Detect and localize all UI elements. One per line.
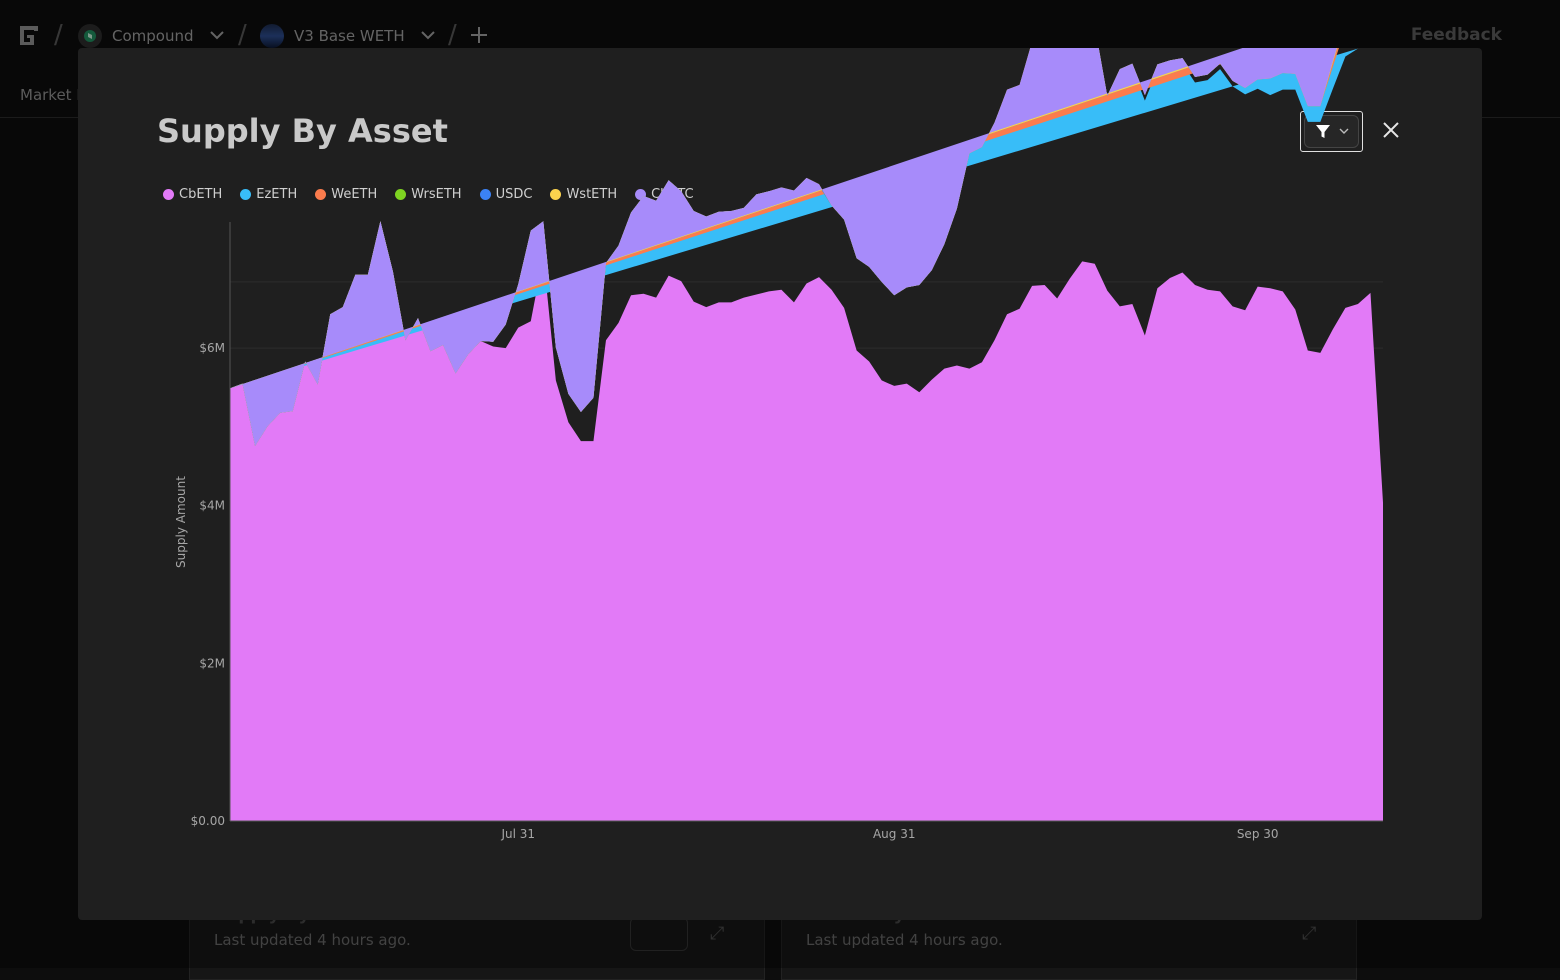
expand-icon[interactable]: ⤢ [1302,923,1317,944]
base-weth-icon [260,24,284,48]
legend-item[interactable]: EzETH [240,187,297,202]
legend-label: WeETH [331,187,378,202]
legend-swatch [635,189,647,200]
legend-item[interactable]: WrsETH [395,187,462,202]
legend-label: CbETH [179,187,223,202]
chart-legend: CbETHEzETHWeETHWrsETHUSDCWstETHCbBTC [163,187,712,202]
x-tick-label: Jul 31 [500,827,535,841]
legend-swatch [395,189,407,200]
filter-icon [1315,124,1330,138]
legend-item[interactable]: CbETH [163,187,222,202]
legend-swatch [315,189,327,200]
card-subtitle: Last updated 4 hours ago. [214,931,411,949]
x-tick-label: Sep 30 [1237,827,1279,841]
subnav-tab[interactable]: Market H [20,86,88,104]
chevron-down-icon [420,29,435,43]
breadcrumb-market[interactable]: V3 Base WETH [260,22,435,50]
expand-icon[interactable]: ⤢ [710,923,725,944]
legend-swatch [240,189,252,200]
chevron-down-icon [209,29,224,43]
app-logo-icon[interactable] [18,24,40,48]
y-tick-label: $4M [199,499,225,513]
legend-label: WrsETH [411,187,462,202]
modal-title: Supply By Asset [157,112,448,150]
chevron-down-icon [1339,128,1348,134]
chart-modal: Supply By Asset CbETH EzETH WeETH WrsETH USD… [78,48,1482,920]
breadcrumb-protocol[interactable]: Compound [78,22,224,50]
breadcrumb-market-label: V3 Base WETH [294,27,405,45]
card-subtitle: Last updated 4 hours ago. [806,931,1003,949]
legend-swatch [479,189,491,200]
legend-swatch [550,189,562,200]
y-axis-label: Supply Amount [174,476,188,568]
top-navigation-bar: / Compound / V3 Base WETH / Feedback [0,0,1560,70]
add-icon[interactable] [470,22,488,50]
legend-item[interactable]: USDC [479,187,533,202]
supply-area-chart: $0.00 $2M $4M $6M Jul 31 Aug 31 Sep 30 Supply A… [174,48,1383,841]
y-tick-label: $2M [199,656,225,670]
close-icon[interactable] [1379,118,1403,142]
legend-swatch [163,189,174,200]
legend-label: EzETH [256,187,298,202]
legend-label: WstETH [566,187,618,202]
feedback-button[interactable]: Feedback [1410,25,1502,45]
legend-label: USDC [495,187,533,202]
compound-logo-icon [78,24,102,48]
breadcrumb-protocol-label: Compound [112,27,194,45]
legend-item[interactable]: WstETH [550,187,617,202]
area-series-cbeth[interactable] [230,221,1383,821]
y-tick-label: $0.00 [191,814,225,828]
x-tick-label: Aug 31 [873,827,916,841]
legend-item[interactable]: WeETH [315,187,377,202]
y-tick-label: $6M [199,341,225,355]
